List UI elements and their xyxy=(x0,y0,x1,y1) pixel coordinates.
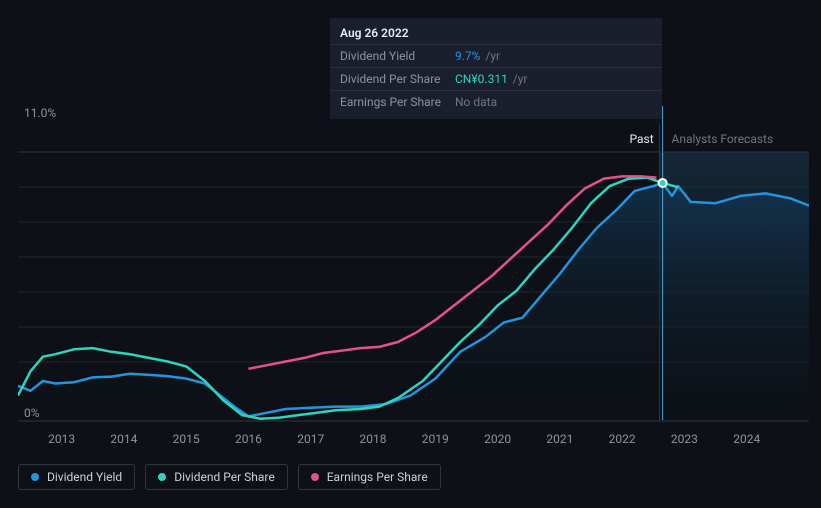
tooltip-row-value: 9.7% /yr xyxy=(455,47,500,65)
x-axis-label: 2017 xyxy=(297,432,324,446)
tooltip-row: Dividend Per ShareCN¥0.311 /yr xyxy=(330,67,662,90)
x-axis: 2013 2014 2015 2016 2017 2018 2019 2020 2021 2022… xyxy=(0,432,821,450)
legend-item[interactable]: Earnings Per Share xyxy=(298,464,441,490)
tooltip-row-label: Earnings Per Share xyxy=(340,93,455,111)
legend-swatch-icon xyxy=(158,473,166,481)
tooltip-row-label: Dividend Yield xyxy=(340,47,455,65)
legend-label: Dividend Per Share xyxy=(174,470,275,484)
tooltip-row-value: No data xyxy=(455,93,497,111)
x-axis-label: 2013 xyxy=(48,432,75,446)
x-axis-label: 2015 xyxy=(173,432,200,446)
legend-swatch-icon xyxy=(311,473,319,481)
dividend-chart: Aug 26 2022 Dividend Yield9.7% /yrDivide… xyxy=(0,0,821,508)
legend-label: Earnings Per Share xyxy=(327,470,428,484)
chart-plot[interactable] xyxy=(18,106,809,426)
x-axis-label: 2021 xyxy=(546,432,573,446)
tooltip-row: Earnings Per ShareNo data xyxy=(330,90,662,113)
tooltip-row: Dividend Yield9.7% /yr xyxy=(330,44,662,67)
tooltip-date: Aug 26 2022 xyxy=(330,24,662,44)
x-axis-label: 2023 xyxy=(671,432,698,446)
x-axis-label: 2020 xyxy=(484,432,511,446)
legend-swatch-icon xyxy=(31,473,39,481)
tooltip-row-label: Dividend Per Share xyxy=(340,70,455,88)
x-axis-label: 2018 xyxy=(360,432,387,446)
x-axis-label: 2014 xyxy=(110,432,137,446)
legend-item[interactable]: Dividend Per Share xyxy=(145,464,288,490)
chart-legend: Dividend Yield Dividend Per Share Earnings… xyxy=(18,464,441,490)
x-axis-label: 2022 xyxy=(609,432,636,446)
legend-label: Dividend Yield xyxy=(47,470,122,484)
chart-tooltip: Aug 26 2022 Dividend Yield9.7% /yrDivide… xyxy=(330,18,662,119)
x-axis-label: 2024 xyxy=(733,432,760,446)
x-axis-label: 2019 xyxy=(422,432,449,446)
tooltip-row-value: CN¥0.311 /yr xyxy=(455,70,528,88)
legend-item[interactable]: Dividend Yield xyxy=(18,464,135,490)
x-axis-label: 2016 xyxy=(235,432,262,446)
